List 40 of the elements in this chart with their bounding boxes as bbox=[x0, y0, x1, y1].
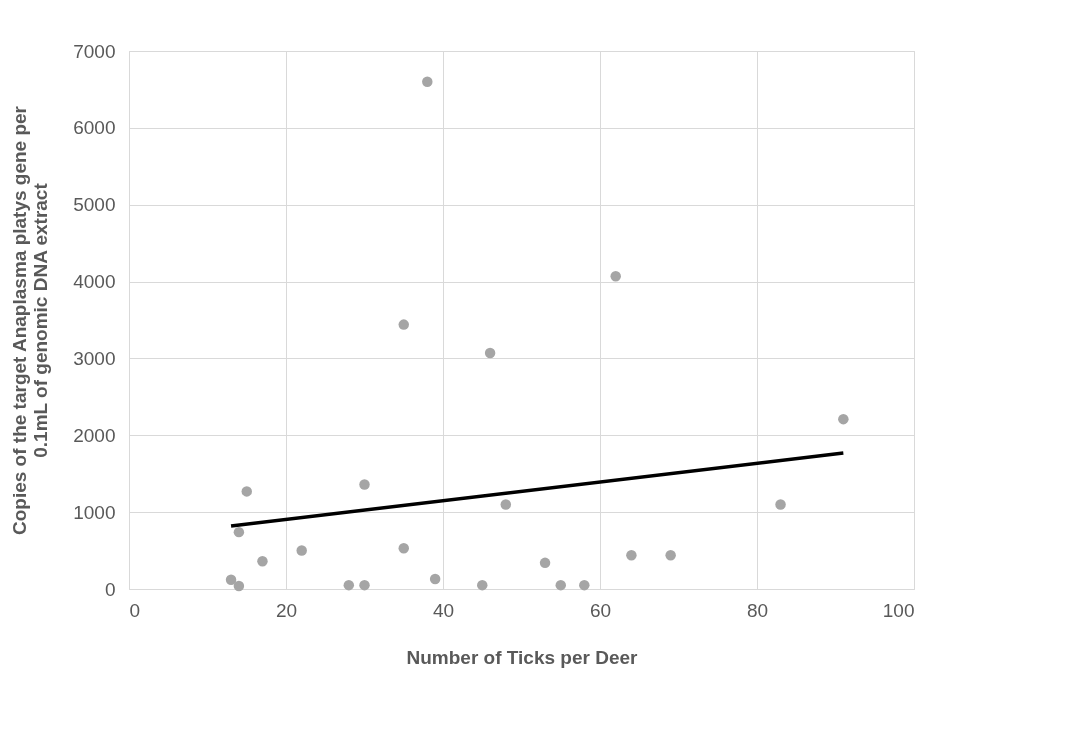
point bbox=[343, 579, 355, 591]
point bbox=[398, 543, 409, 554]
y-tick-label: 4000 bbox=[73, 271, 116, 293]
point bbox=[429, 573, 441, 585]
point bbox=[539, 557, 551, 569]
point bbox=[296, 545, 307, 556]
x-tick-label: 60 bbox=[589, 599, 612, 621]
point bbox=[233, 526, 245, 538]
y-tick-label: 1000 bbox=[73, 501, 116, 523]
point bbox=[610, 270, 621, 282]
x-tick-label: 100 bbox=[882, 599, 915, 621]
point bbox=[775, 499, 786, 510]
point bbox=[359, 579, 370, 591]
x-tick-label: 0 bbox=[129, 599, 141, 621]
point bbox=[225, 574, 237, 586]
y-tick-label: 2000 bbox=[73, 424, 116, 446]
point bbox=[422, 76, 433, 87]
point bbox=[484, 347, 496, 359]
x-axis-title: Number of Ticks per Deer bbox=[406, 646, 639, 668]
point bbox=[626, 549, 637, 561]
x-tick-label: 80 bbox=[746, 599, 769, 621]
x-tick-label: 20 bbox=[275, 599, 298, 621]
point bbox=[359, 479, 370, 490]
x-tick-label: 40 bbox=[432, 599, 455, 621]
point bbox=[838, 413, 849, 425]
y-axis-title: Copies of the target Anaplasma platys gene per 0.1mL of genomic DNA extract bbox=[9, 105, 52, 536]
y-tick-label: 6000 bbox=[73, 117, 116, 139]
point bbox=[398, 319, 409, 330]
point bbox=[555, 579, 566, 591]
y-tick-label: 7000 bbox=[73, 40, 116, 62]
point bbox=[665, 549, 676, 561]
y-tick-label: 0 bbox=[104, 578, 116, 600]
y-tick-label: 3000 bbox=[73, 347, 116, 369]
y-tick-label: 5000 bbox=[73, 194, 116, 216]
point bbox=[579, 579, 590, 591]
point bbox=[241, 486, 252, 497]
point bbox=[477, 579, 488, 591]
point bbox=[233, 580, 245, 592]
point bbox=[500, 499, 512, 510]
point bbox=[257, 556, 268, 567]
